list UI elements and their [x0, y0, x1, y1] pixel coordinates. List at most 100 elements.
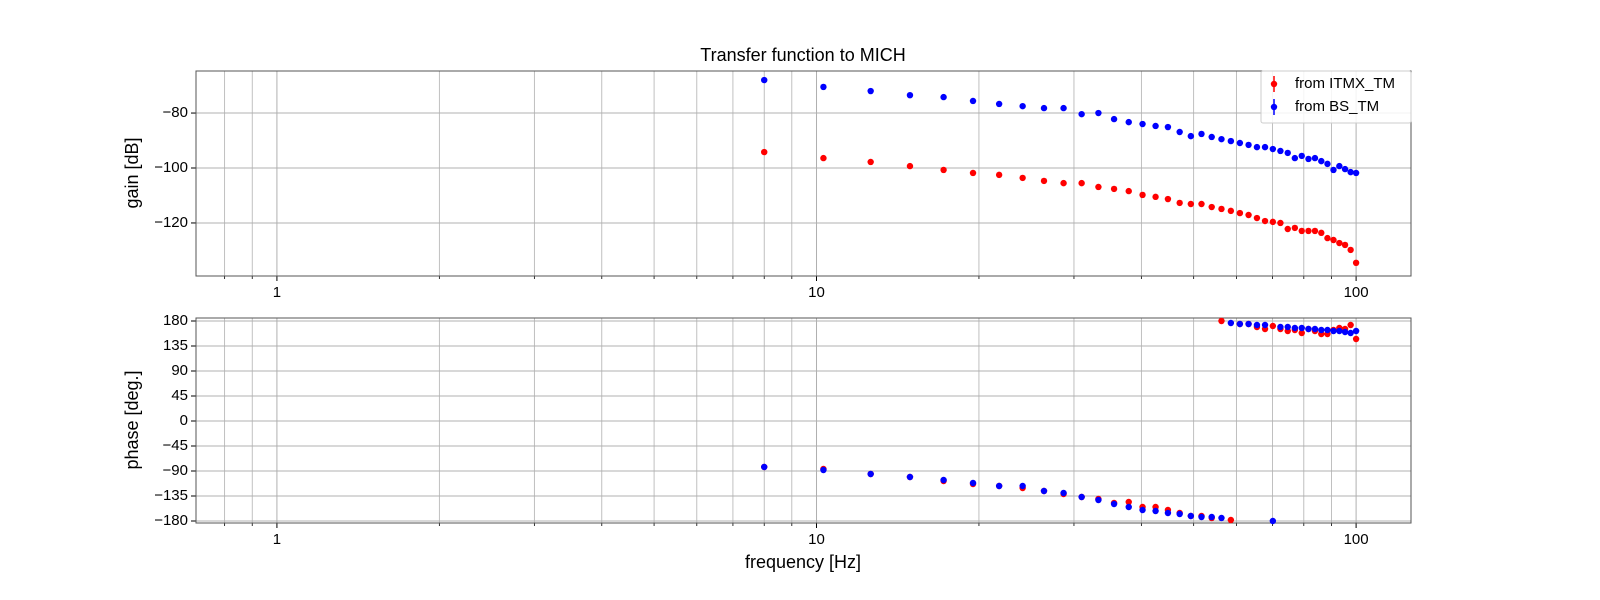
x-axis-label: frequency [Hz] [745, 552, 861, 572]
data-point [1298, 324, 1305, 332]
data-point [1330, 166, 1337, 174]
y-tick-label: 135 [163, 337, 188, 354]
data-point [1311, 154, 1319, 162]
data-point [1125, 118, 1132, 126]
data-point [1341, 241, 1349, 249]
data-point [1261, 321, 1269, 329]
data-point [1139, 191, 1146, 199]
data-point [1336, 327, 1343, 335]
data-point [1218, 317, 1225, 325]
data-point [1176, 510, 1183, 518]
data-point [1253, 321, 1261, 329]
data-point [1208, 513, 1215, 521]
y-axis-label: phase [deg.] [122, 370, 142, 469]
data-point [820, 466, 827, 474]
x-tick-label: 100 [1344, 531, 1369, 548]
data-point [1330, 327, 1337, 335]
data-point [1318, 326, 1325, 334]
y-tick-label: 90 [171, 362, 188, 379]
data-point [1341, 165, 1349, 173]
data-point [1245, 211, 1252, 219]
data-point [1095, 496, 1102, 504]
data-point [761, 76, 768, 84]
y-tick-label: −90 [163, 462, 188, 479]
y-tick-label: −100 [154, 159, 188, 176]
data-point [1277, 219, 1284, 227]
data-point [1152, 507, 1159, 515]
data-point [1176, 199, 1183, 207]
data-point [867, 470, 874, 478]
data-point [995, 482, 1003, 490]
data-point [1236, 320, 1244, 328]
data-point [1284, 149, 1291, 157]
data-point [1095, 109, 1102, 117]
data-point [1291, 224, 1299, 232]
data-point [1125, 187, 1132, 195]
data-point [1019, 482, 1026, 490]
data-point [1336, 162, 1343, 170]
data-point [1352, 259, 1360, 267]
x-tick-label: 10 [808, 284, 825, 301]
data-point [1352, 335, 1360, 343]
data-point [1298, 227, 1305, 235]
data-point [1324, 326, 1331, 334]
data-point [820, 83, 827, 91]
data-point [1318, 229, 1325, 237]
data-point [1269, 322, 1277, 330]
legend-label: from ITMX_TM [1295, 75, 1395, 92]
data-point [1218, 205, 1225, 213]
x-tick-label: 10 [808, 531, 825, 548]
data-point [1347, 168, 1354, 176]
data-point [1227, 207, 1235, 215]
data-point [1198, 513, 1205, 521]
data-point [995, 171, 1003, 179]
data-point [1060, 489, 1067, 497]
data-point [940, 93, 947, 101]
data-point [1291, 154, 1299, 162]
data-point [1261, 143, 1269, 151]
y-tick-label: 0 [180, 412, 188, 429]
y-axis-label: gain [dB] [122, 137, 142, 208]
data-point [1245, 320, 1252, 328]
data-point [1253, 143, 1261, 151]
data-point [969, 97, 977, 105]
data-point [1078, 179, 1085, 187]
data-point [1311, 227, 1319, 235]
data-point [1261, 217, 1269, 225]
data-point [1187, 512, 1195, 520]
data-point [1164, 195, 1172, 203]
data-point [1318, 157, 1325, 165]
data-point [1298, 329, 1305, 337]
data-point [1060, 179, 1067, 187]
x-tick-label: 1 [273, 284, 281, 301]
y-tick-label: −180 [154, 512, 188, 529]
data-point [1040, 487, 1048, 495]
x-tick-label: 100 [1344, 284, 1369, 301]
data-point [1139, 120, 1146, 128]
legend-marker [1270, 80, 1278, 88]
data-point [1040, 177, 1048, 185]
data-point [761, 148, 768, 156]
data-point [1218, 514, 1225, 522]
data-point [1253, 214, 1261, 222]
data-point [1236, 139, 1244, 147]
data-point [1019, 102, 1026, 110]
data-point [969, 169, 977, 177]
data-point [1352, 169, 1360, 177]
data-point [1347, 321, 1354, 329]
axes-frame [195, 317, 1412, 524]
data-point [1277, 147, 1284, 155]
axes-frame [195, 70, 1412, 277]
data-point [867, 158, 874, 166]
data-point [1227, 319, 1235, 327]
data-point [1269, 145, 1277, 153]
data-point [906, 162, 914, 170]
y-tick-label: −120 [154, 214, 188, 231]
data-point [1311, 325, 1319, 333]
data-point [1176, 128, 1183, 136]
data-point [906, 91, 914, 99]
data-point [1164, 123, 1172, 131]
data-point [1347, 246, 1354, 254]
